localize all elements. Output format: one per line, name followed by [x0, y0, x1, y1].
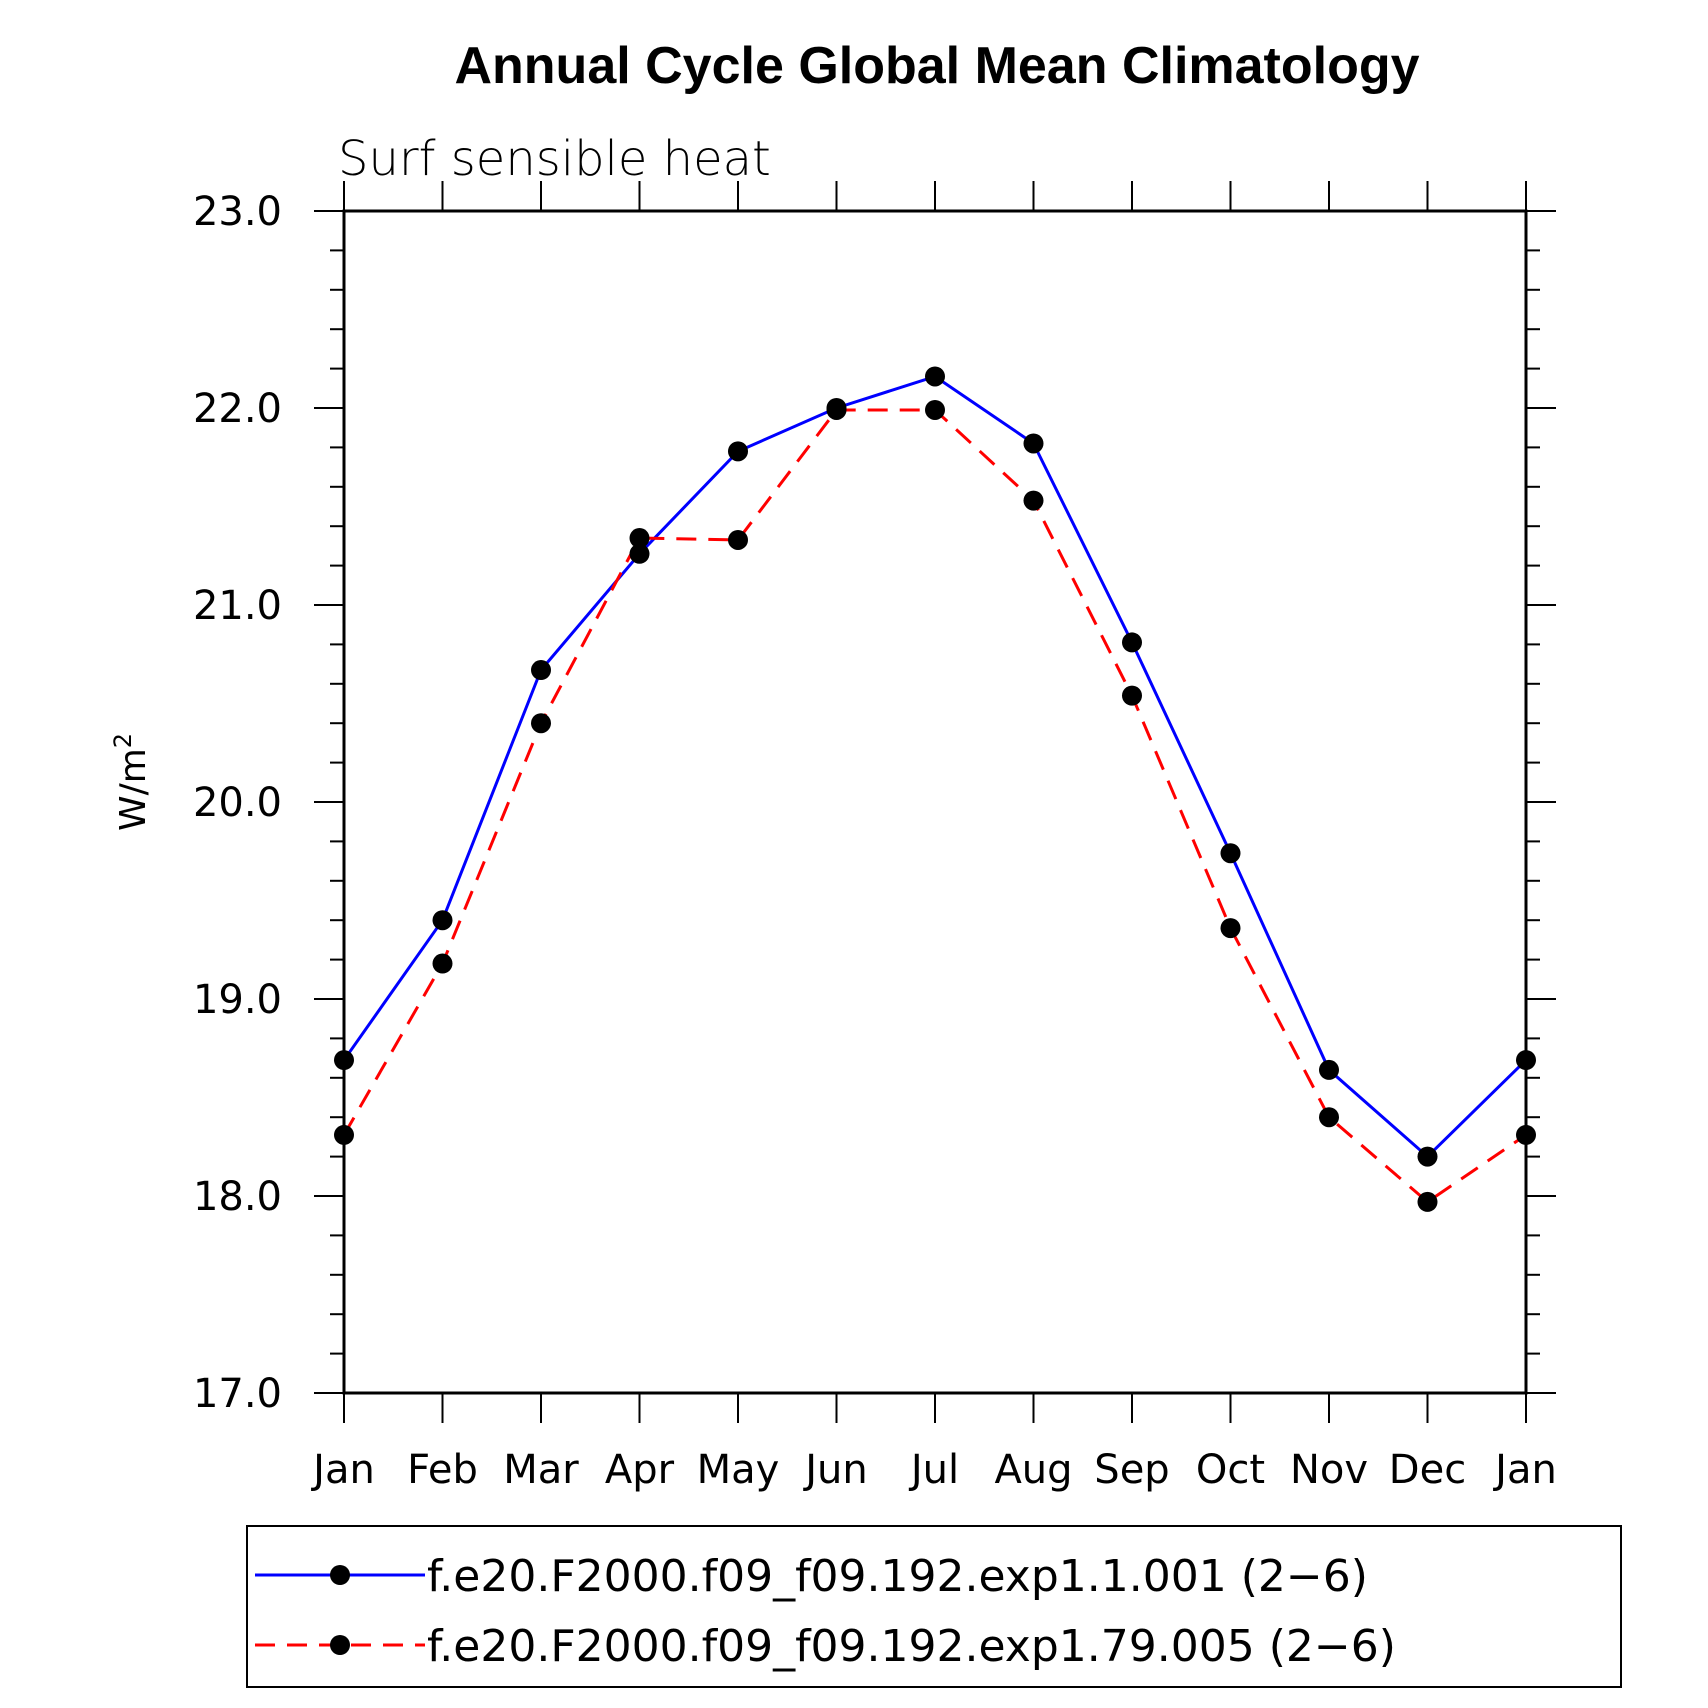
x-tick-label: Feb [407, 1447, 478, 1493]
chart-subtitle: Surf sensible heat [338, 131, 771, 187]
data-point-series-1 [334, 1050, 354, 1071]
y-axis-label: W/m2 [109, 733, 154, 831]
y-tick-label: 21.0 [193, 583, 282, 629]
data-point-series-1 [1319, 1059, 1339, 1080]
y-tick-label: 20.0 [193, 780, 282, 826]
data-point-series-2 [1417, 1191, 1438, 1212]
legend-marker-1 [330, 1565, 350, 1585]
data-point-series-1 [432, 910, 453, 931]
data-point-series-1 [728, 441, 748, 462]
x-tick-label: Jan [1492, 1447, 1557, 1493]
y-tick-label: 18.0 [193, 1174, 282, 1220]
plot-frame [342, 209, 1528, 1395]
x-tick-label: Nov [1290, 1447, 1368, 1493]
data-point-series-1 [1516, 1050, 1536, 1071]
data-point-series-1 [1220, 843, 1241, 864]
legend-box [246, 1525, 1622, 1688]
data-point-series-2 [1023, 490, 1044, 511]
data-point-series-1 [629, 543, 650, 564]
y-tick-label: 19.0 [193, 977, 282, 1023]
data-point-series-2 [826, 399, 847, 420]
data-point-series-1 [1417, 1146, 1438, 1167]
legend: f.e20.F2000.f09_f09.192.exp1.1.001 (2−6)… [246, 1525, 1622, 1688]
y-tick-label: 22.0 [193, 386, 282, 432]
x-tick-label: Sep [1094, 1447, 1169, 1493]
data-point-series-2 [432, 953, 453, 974]
x-tick-label: Dec [1389, 1447, 1466, 1493]
axes: 17.0 18.0 19.0 20.0 21.0 22.0 23.0 Jan Feb Mar Apr… [193, 181, 1557, 1493]
x-tick-label: May [697, 1447, 780, 1493]
y-tick-label: 23.0 [193, 189, 282, 235]
data-point-series-2 [925, 399, 945, 420]
x-tick-label: Mar [503, 1447, 579, 1493]
x-tick-label: Apr [605, 1447, 675, 1493]
plot-series [334, 366, 1536, 1212]
x-tick-label: Jan [310, 1447, 375, 1493]
series-line-2 [342, 408, 1527, 1204]
legend-label-1: f.e20.F2000.f09_f09.192.exp1.1.001 (2−6) [427, 1551, 1368, 1602]
data-point-series-2 [334, 1124, 354, 1145]
data-point-series-2 [1319, 1107, 1339, 1128]
data-point-series-1 [1122, 632, 1142, 653]
data-point-series-2 [629, 528, 650, 549]
data-point-series-2 [531, 713, 551, 734]
data-point-series-2 [1516, 1124, 1536, 1145]
legend-marker-2 [330, 1635, 350, 1655]
x-tick-label: Jul [908, 1447, 959, 1493]
data-point-series-2 [1122, 685, 1142, 706]
y-tick-label: 17.0 [193, 1371, 282, 1417]
legend-label-2: f.e20.F2000.f09_f09.192.exp1.79.005 (2−6… [427, 1621, 1396, 1672]
data-point-series-1 [531, 660, 551, 681]
chart-title: Annual Cycle Global Mean Climatology [454, 37, 1419, 95]
data-point-series-2 [728, 529, 748, 550]
series-line-1 [342, 374, 1528, 1159]
x-tick-label: Aug [994, 1447, 1072, 1493]
x-tick-label: Oct [1196, 1447, 1265, 1493]
data-point-series-2 [1220, 918, 1241, 939]
data-point-series-1 [925, 366, 945, 387]
x-tick-label: Jun [802, 1447, 868, 1493]
data-point-series-1 [1023, 433, 1044, 454]
